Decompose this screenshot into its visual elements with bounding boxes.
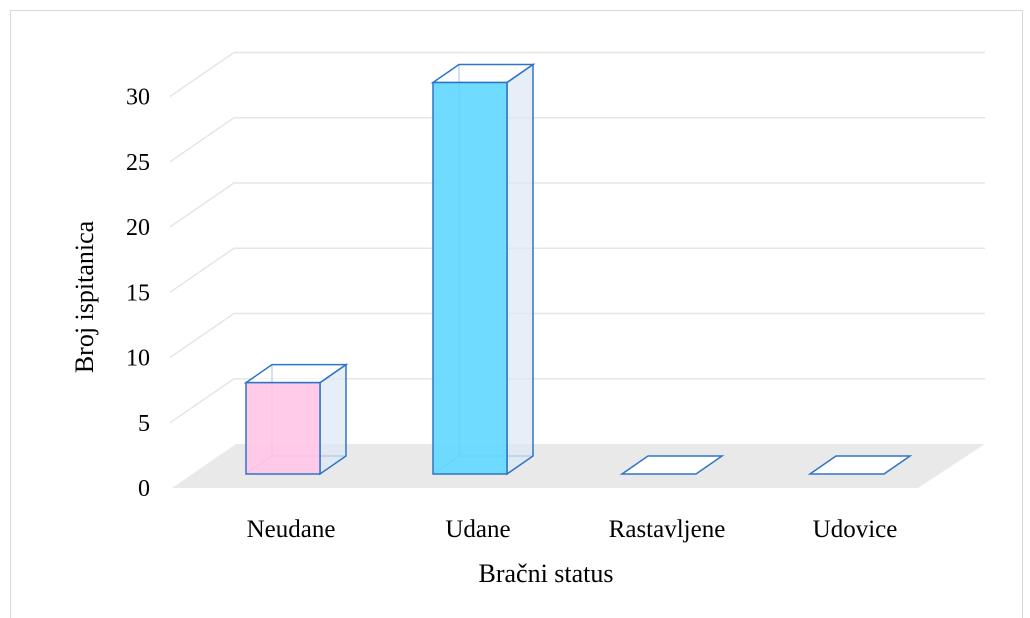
x-category-label: Rastavljene: [609, 516, 726, 543]
bar: [619, 455, 725, 475]
y-tick-label: 25: [126, 150, 150, 176]
y-axis-tick-labels: 0 5 10 15 20 25 30: [126, 85, 150, 503]
bar: [243, 363, 349, 476]
y-tick-label: 20: [126, 215, 150, 241]
gridline: [169, 182, 985, 228]
x-category-label: Udovice: [813, 516, 898, 543]
y-tick-label: 30: [126, 85, 150, 111]
chart-floor: [172, 444, 985, 488]
gridlines: [169, 51, 985, 424]
gridline: [169, 247, 985, 293]
gridline: [169, 117, 985, 163]
bar-front-face: [432, 81, 508, 475]
bar-base: [619, 455, 725, 475]
y-tick-label: 15: [126, 280, 150, 306]
gridline: [169, 312, 985, 359]
bar-base: [807, 455, 913, 475]
gridline: [169, 378, 985, 424]
gridline: [169, 51, 985, 98]
x-axis-title: Bračni status: [478, 559, 613, 588]
bar-side-face: [506, 63, 534, 476]
y-tick-label: 0: [138, 476, 150, 502]
bars: [243, 63, 913, 476]
bar: [430, 63, 536, 476]
bar-front-face: [245, 381, 321, 475]
y-axis-title: Broj ispitanica: [70, 220, 99, 373]
x-axis-category-labels: Neudane Udane Rastavljene Udovice: [247, 516, 898, 543]
bar: [807, 455, 913, 475]
x-category-label: Neudane: [247, 516, 336, 543]
x-category-label: Udane: [445, 516, 510, 543]
y-tick-label: 10: [126, 346, 150, 372]
y-tick-label: 5: [138, 411, 150, 437]
bar-side-face: [319, 363, 347, 476]
